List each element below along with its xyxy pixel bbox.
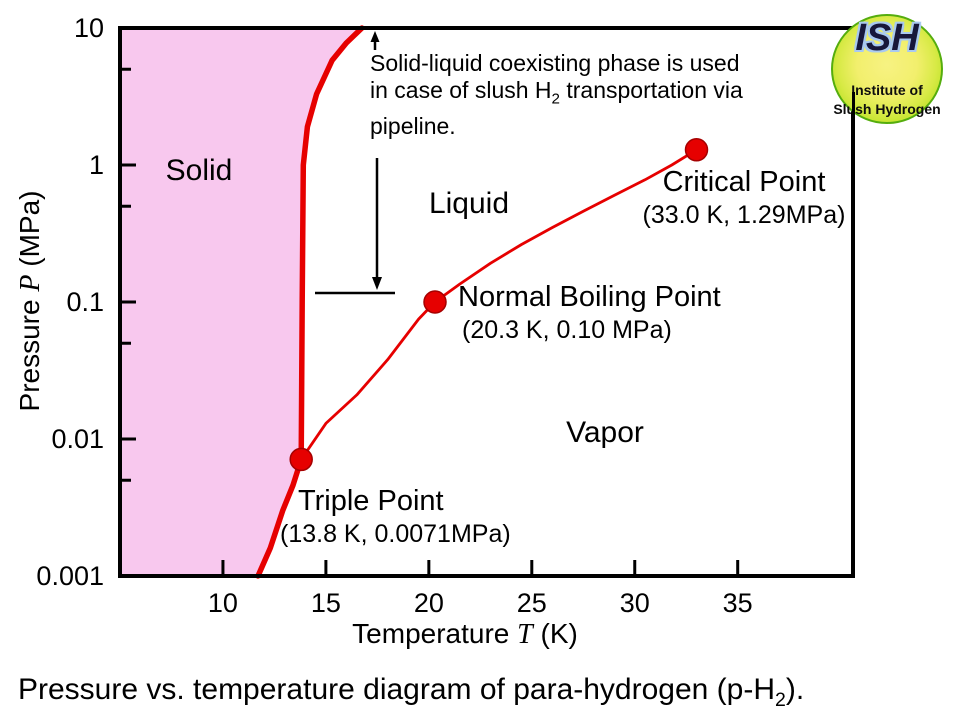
x-tick-label: 15 (310, 588, 341, 618)
ish-logo: ISH Institute of Slush Hydrogen (831, 14, 943, 124)
annotation-line1: Solid-liquid coexisting phase is used (370, 50, 740, 76)
y-tick-label: 10 (73, 13, 104, 43)
normal-boiling-point-marker (423, 290, 447, 314)
x-axis-title-text: Temperature (352, 618, 518, 649)
critical-point-coords: (33.0 K, 1.29MPa) (642, 201, 846, 229)
annotation-line2-text: in case of slush H (370, 77, 552, 103)
x-tick-label: 10 (207, 588, 238, 618)
normal-boiling-point-label: Normal Boiling Point (20.3 K, 0.10 MPa) (458, 281, 721, 344)
x-axis-variable: T (517, 619, 533, 650)
x-tick-label: 30 (619, 588, 650, 618)
ish-logo-circle (831, 14, 943, 124)
caption-text: Pressure vs. temperature diagram of para… (18, 673, 776, 706)
critical-point-marker (684, 138, 709, 162)
ish-logo-slush-line: Slush Hydrogen (833, 101, 941, 117)
normal-boiling-point-coords: (20.3 K, 0.10 MPa) (462, 316, 672, 344)
solid-region-label: Solid (165, 154, 233, 187)
chart-graphics (118, 25, 855, 579)
point-markers (289, 138, 709, 472)
slush-annotation-graphics (315, 31, 395, 295)
annotation-line2-tail: transportation via (559, 77, 743, 103)
annotation-line3: pipeline. (370, 112, 456, 139)
annotation-line2: in case of slush H2 transportation via (370, 77, 840, 113)
caption-h2-subscript: 2 (775, 689, 786, 711)
y-tick-label: 1 (88, 150, 104, 180)
vapor-region-label: Vapor (566, 416, 644, 449)
x-tick-label: 20 (413, 588, 444, 618)
y-tick-label: 0.001 (36, 561, 104, 591)
x-tick-label: 25 (516, 588, 547, 618)
figure-caption: Pressure vs. temperature diagram of para… (18, 672, 804, 718)
down-arrow-head (372, 277, 382, 290)
plot-frame-right-segment (852, 92, 855, 126)
slush-annotation-text: Solid-liquid coexisting phase is used in… (370, 50, 840, 140)
x-tick-label: 35 (722, 588, 753, 618)
triple-point-marker (289, 447, 313, 472)
vapor-pressure-curve (299, 148, 698, 461)
triple-point-label: Triple Point (13.8 K, 0.0071MPa) (280, 485, 511, 548)
ish-logo-institute-line: Institute of (851, 82, 923, 98)
up-arrow-head (370, 31, 380, 42)
ish-logo-acronym: ISH (855, 17, 919, 59)
x-axis-unit: (K) (532, 618, 578, 649)
y-tick-label: 0.01 (51, 424, 104, 454)
x-axis-title: Temperature T (K) (315, 618, 615, 650)
normal-boiling-point-name: Normal Boiling Point (458, 281, 721, 313)
melting-sublimation-curve (255, 25, 365, 579)
triple-point-name: Triple Point (298, 485, 444, 517)
critical-point-name: Critical Point (662, 166, 826, 198)
liquid-region-label: Liquid (428, 187, 510, 220)
caption-tail: ). (785, 673, 805, 706)
triple-point-coords: (13.8 K, 0.0071MPa) (280, 520, 511, 548)
y-axis-unit: (MPa) (14, 190, 45, 275)
critical-point-label: Critical Point (33.0 K, 1.29MPa) (614, 166, 874, 229)
plot-frame (118, 26, 855, 578)
annotation-h2-subscript: 2 (551, 90, 560, 108)
y-tick-label: 0.1 (66, 287, 104, 317)
